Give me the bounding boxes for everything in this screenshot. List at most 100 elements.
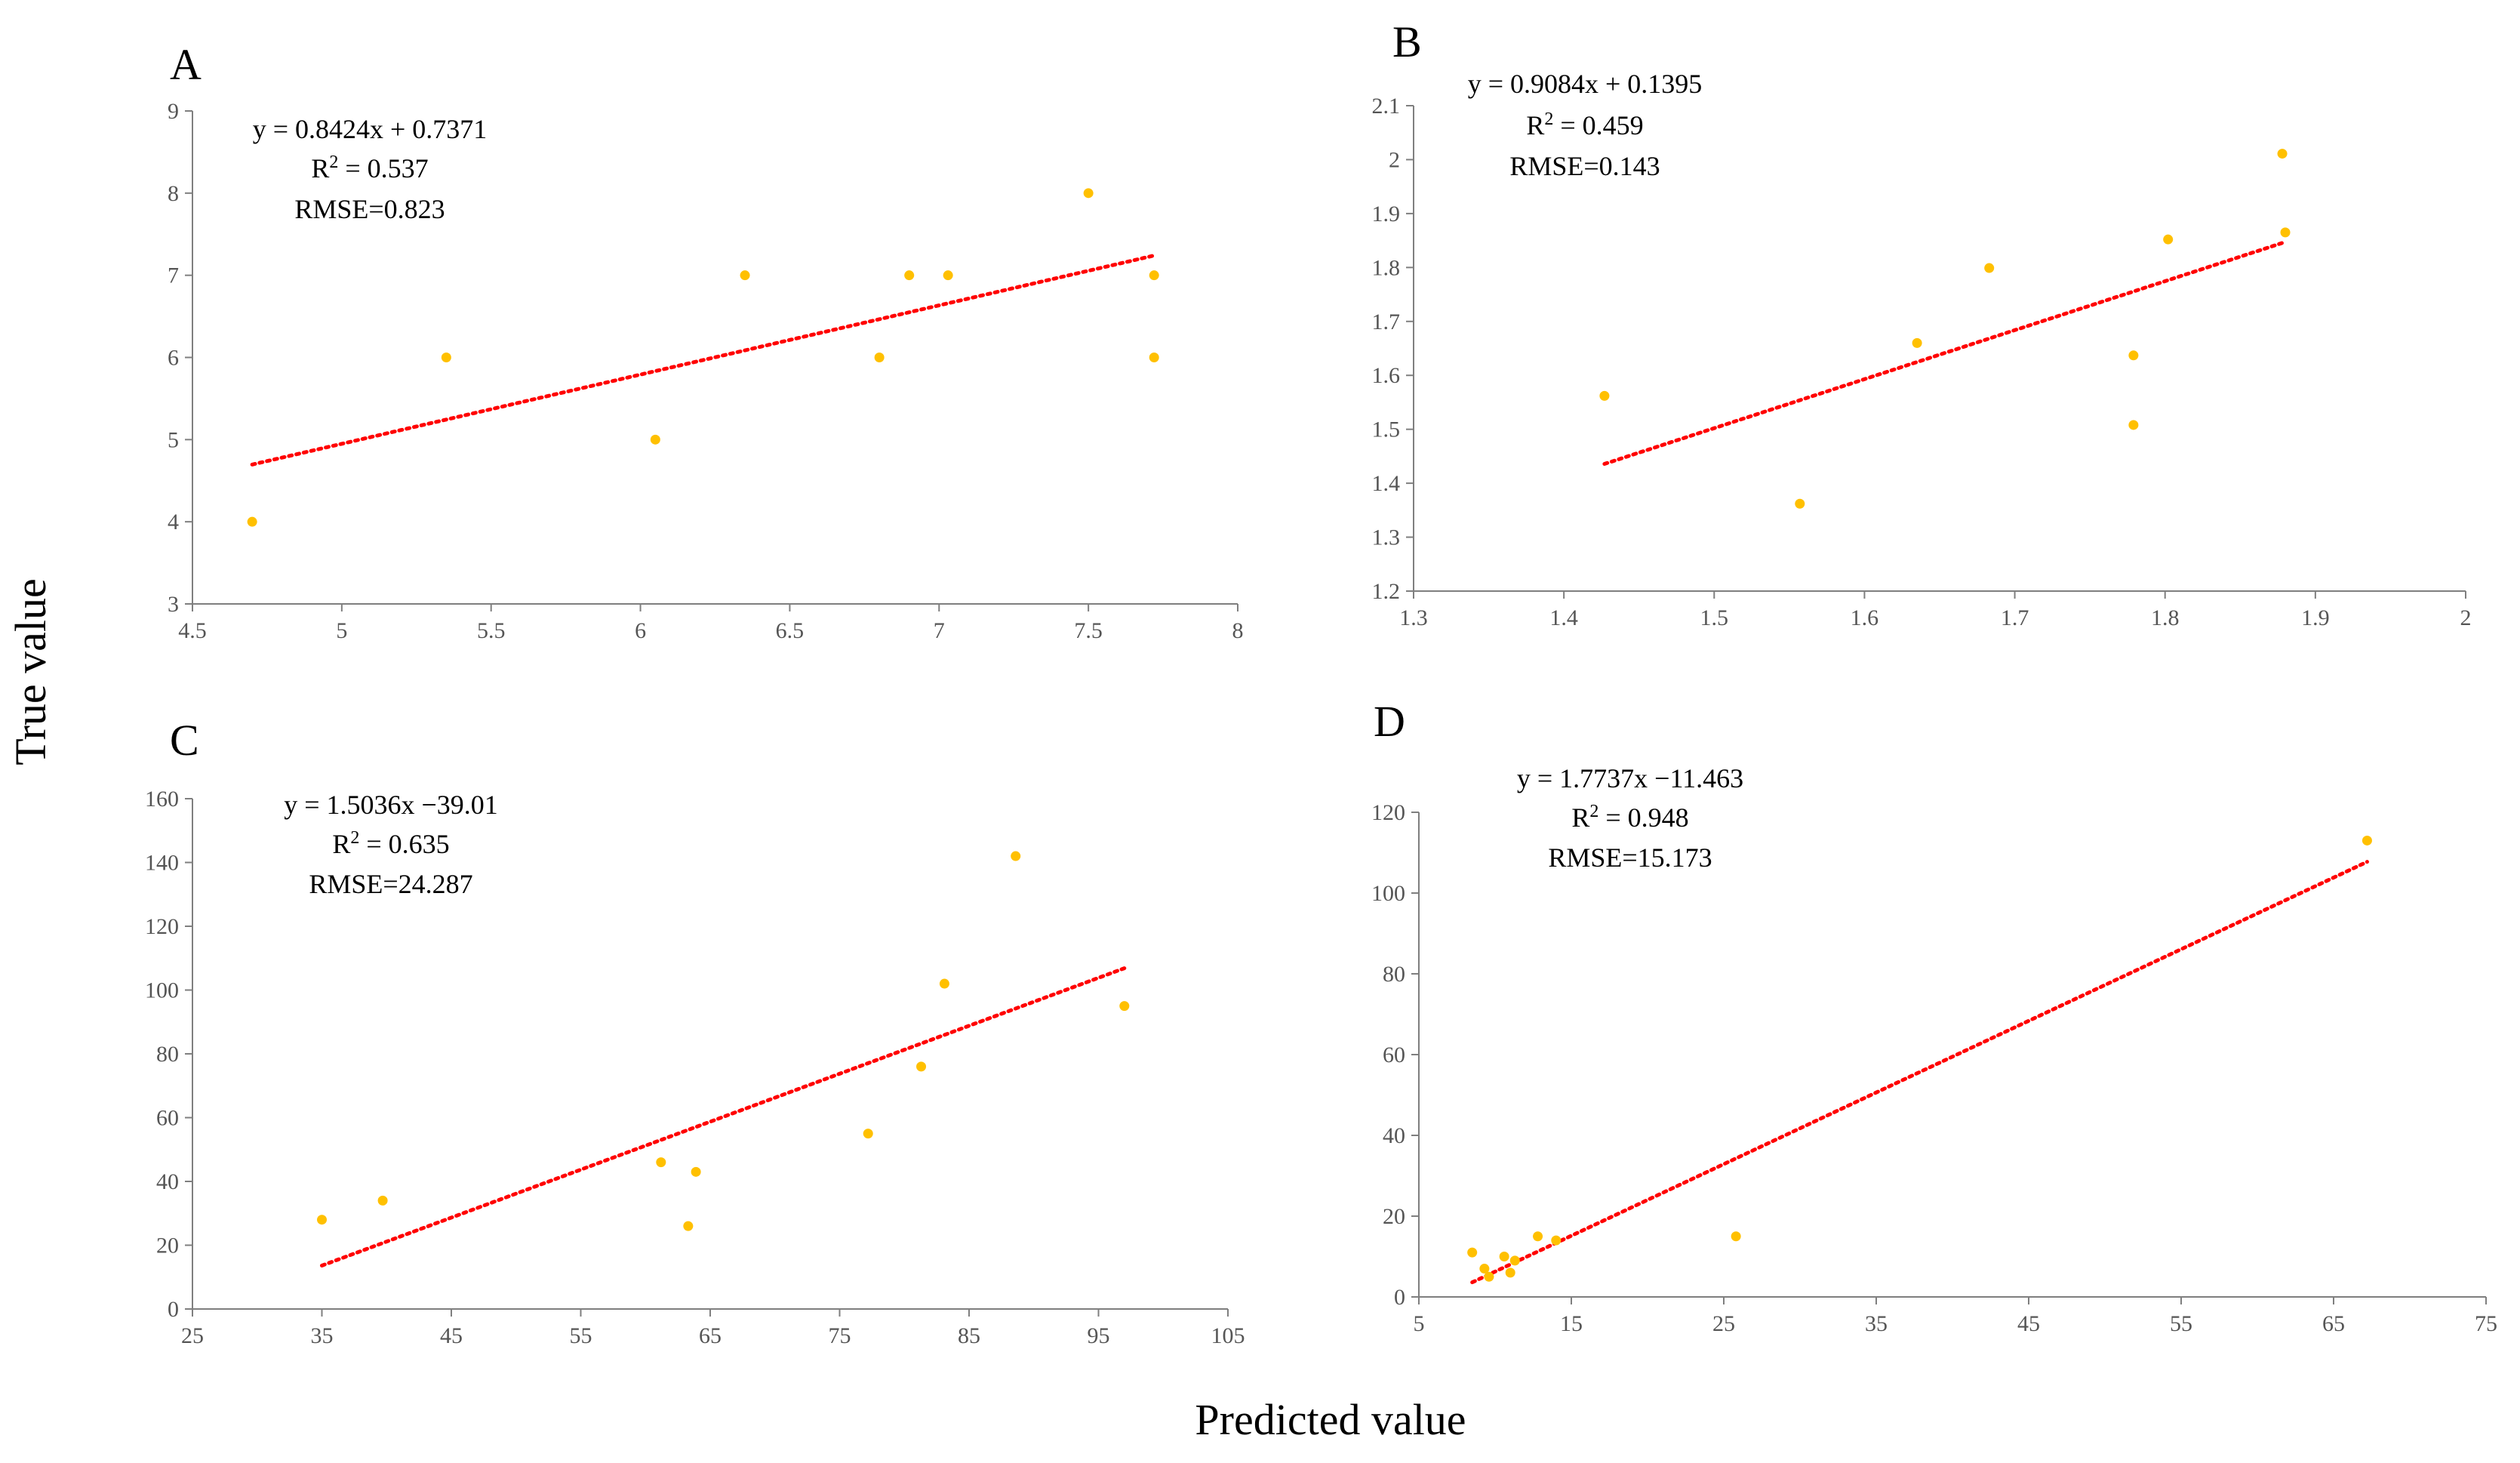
panel-a-y-tick-label: 9	[168, 99, 179, 124]
panel-b-equation: y = 0.9084x + 0.1395	[1468, 69, 1703, 99]
panel-a-letter: A	[170, 40, 202, 89]
panel-b-y-tick-label: 1.4	[1372, 471, 1401, 496]
panel-b-y-tick-label: 1.7	[1372, 310, 1401, 334]
panel-a-x-tick-label: 8	[1232, 618, 1244, 643]
panel-a: A 3 4 5 6 7 8 9 4.5 5 5.5 6 6.5 7 7.5 8 y = 0.8424x + …	[168, 40, 1244, 643]
panel-c-letter: C	[170, 716, 199, 765]
panel-d-data-point	[1479, 1264, 1490, 1274]
x-axis-title: Predicted value	[1195, 1395, 1466, 1444]
panel-a-y-tick-label: 3	[168, 592, 179, 617]
panel-d-y-tick-label: 20	[1383, 1204, 1405, 1229]
panel-b: B 1.21.31.41.51.61.71.81.922.11.3 1.4 1.5 1…	[1372, 17, 2472, 630]
panel-d-data-point	[2362, 835, 2372, 845]
panel-b-trendline	[1602, 241, 2285, 467]
panel-d-rmse: RMSE=15.173	[1548, 842, 1712, 873]
panel-d-x-tick-label: 45	[2017, 1311, 2040, 1336]
panel-b-y-tick-label: 2.1	[1372, 94, 1401, 119]
panel-a-data-point	[740, 270, 750, 281]
panel-b-x-tick-label: 1.4	[1549, 605, 1578, 630]
panel-c-data-point	[916, 1061, 927, 1072]
panel-d-y-tick-label: 0	[1394, 1285, 1405, 1310]
panel-b-y-tick-label: 1.2	[1372, 579, 1401, 604]
y-axis-title: True value	[6, 578, 55, 765]
panel-c-x-tick-label: 105	[1211, 1323, 1245, 1348]
panel-a-data-point	[904, 270, 915, 281]
panel-b-data-point	[1912, 337, 1922, 348]
panel-c-y-tick-label: 140	[145, 851, 179, 876]
panel-a-x-tick-label: 7.5	[1074, 618, 1103, 643]
panel-c-x-tick-label: 55	[570, 1323, 592, 1348]
panel-d-x-tick-label: 15	[1560, 1311, 1583, 1336]
panel-a-x-tick-label: 6	[635, 618, 646, 643]
panel-b-y-tick-label: 1.6	[1372, 363, 1401, 388]
panel-b-y-tick-label: 2	[1389, 147, 1400, 172]
panel-a-data-point	[441, 353, 451, 362]
panel-b-data-point	[1795, 498, 1805, 509]
panel-c-x-tick-label: 85	[958, 1323, 980, 1348]
panel-c-x-tick-label: 25	[181, 1323, 204, 1348]
panel-b-r2: R2 = 0.459	[1526, 109, 1643, 140]
panel-c-equation: y = 1.5036x −39.01	[284, 790, 498, 820]
panel-c-data-point	[656, 1157, 666, 1168]
panel-d-data-point	[1509, 1255, 1520, 1266]
panel-b-y-tick-label: 1.8	[1372, 255, 1401, 280]
panel-a-data-point	[247, 516, 257, 527]
panel-d-x-tick-label: 35	[1865, 1311, 1888, 1336]
panel-d-trendline	[1470, 860, 2369, 1285]
panel-c-y-tick-label: 60	[156, 1106, 179, 1131]
panel-d-data-point	[1551, 1235, 1562, 1246]
panel-a-y-tick-label: 4	[168, 510, 179, 534]
panel-b-x-tick-label: 2	[2460, 605, 2472, 630]
panel-a-y-tick-label: 7	[168, 263, 179, 288]
panel-c-data-point	[317, 1215, 327, 1225]
panel-d-x-tick-label: 25	[1712, 1311, 1735, 1336]
panel-d-data-point	[1484, 1271, 1494, 1282]
panel-b-rmse: RMSE=0.143	[1509, 151, 1660, 181]
panel-c-data-point	[863, 1129, 873, 1139]
panel-a-data-point	[650, 434, 660, 445]
panel-c-data-point	[1119, 1001, 1130, 1012]
panel-a-rmse: RMSE=0.823	[294, 194, 445, 224]
panel-c-y-tick-label: 160	[145, 787, 179, 812]
panel-a-data-point	[1083, 188, 1094, 199]
panel-b-x-tick-label: 1.7	[2001, 605, 2029, 630]
panel-c-x-tick-label: 65	[699, 1323, 722, 1348]
panel-d-y-tick-label: 80	[1383, 962, 1405, 987]
panel-a-y-tick-label: 8	[168, 181, 179, 206]
panel-c-trendline	[320, 966, 1127, 1267]
panel-d-data-point	[1731, 1231, 1741, 1242]
panel-d-y-tick-label: 100	[1371, 881, 1405, 906]
panel-d-data-point	[1505, 1267, 1515, 1278]
panel-c-x-tick-label: 75	[829, 1323, 851, 1348]
panel-b-y-tick-label: 1.5	[1372, 417, 1401, 442]
panel-c-data-point	[1011, 851, 1021, 861]
panel-d-y-tick-label: 60	[1383, 1043, 1405, 1067]
panel-b-x-tick-label: 1.6	[1851, 605, 1879, 630]
panel-d-letter: D	[1374, 697, 1405, 746]
panel-a-y-tick-label: 5	[168, 427, 179, 452]
panel-b-y-tick-label: 1.3	[1372, 525, 1401, 550]
panel-b-letter: B	[1392, 17, 1422, 66]
panel-d-y-tick-label: 120	[1371, 800, 1405, 825]
panel-b-data-point	[2163, 234, 2174, 245]
panel-d-x-tick-label: 75	[2475, 1311, 2497, 1336]
panel-d-x-tick-label: 55	[2170, 1311, 2192, 1336]
panel-c-data-point	[691, 1166, 701, 1177]
panel-c-data-point	[683, 1221, 694, 1231]
panel-a-data-point	[874, 353, 885, 362]
panel-d-data-point	[1499, 1252, 1509, 1261]
panel-c-rmse: RMSE=24.287	[309, 869, 472, 899]
panel-b-data-point	[2277, 149, 2288, 159]
panel-b-x-tick-label: 1.5	[1700, 605, 1729, 630]
panel-c-y-tick-label: 80	[156, 1042, 179, 1067]
panel-c-y-tick-label: 20	[156, 1234, 179, 1258]
panel-c-data-point	[939, 978, 949, 989]
panel-c-y-tick-label: 40	[156, 1169, 179, 1194]
panel-a-data-point	[1149, 353, 1159, 362]
panel-c-r2: R2 = 0.635	[332, 828, 449, 859]
panel-b-x-tick-label: 1.3	[1399, 605, 1428, 630]
panel-c-x-tick-label: 35	[311, 1323, 334, 1348]
panel-d-equation: y = 1.7737x −11.463	[1517, 763, 1743, 793]
panel-d-data-point	[1533, 1231, 1543, 1242]
